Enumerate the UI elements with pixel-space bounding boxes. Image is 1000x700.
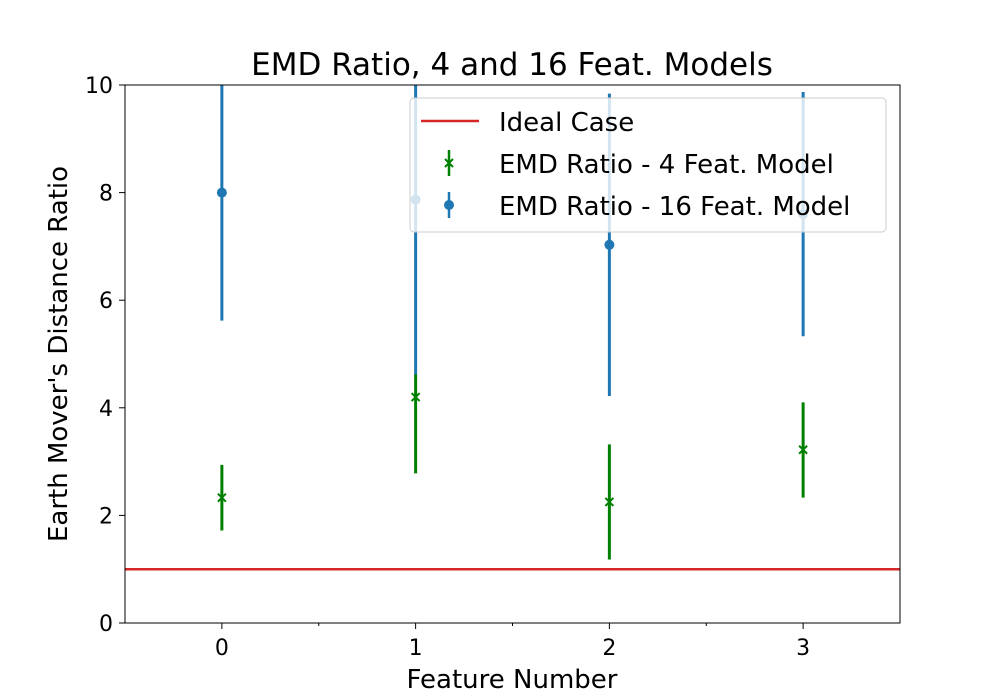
x-tick-label-2: 2 [602, 636, 616, 661]
point-16-feat-0 [216, 187, 227, 198]
y-tick-label-5: 10 [85, 74, 113, 99]
x-tick-label-3: 3 [796, 636, 810, 661]
legend-label-4-feat-model: EMD Ratio - 4 Feat. Model [499, 150, 834, 180]
point-4-feat-0 [217, 492, 227, 503]
point-4-feat-1 [410, 392, 421, 402]
point-4-feat-2 [604, 497, 615, 507]
x-tick-label-1: 1 [409, 636, 423, 661]
legend-box [409, 97, 887, 233]
legend: Ideal Case EMD Ratio - 4 Feat. Model EMD… [409, 97, 887, 233]
x-tick-label-0: 0 [215, 636, 229, 661]
point-16-feat-2 [604, 239, 615, 250]
y-tick-label-1: 2 [99, 504, 113, 529]
x-axis-label: Feature Number [407, 665, 618, 695]
chart-title: EMD Ratio, 4 and 16 Feat. Models [251, 47, 773, 83]
y-axis-label: Earth Mover's Distance Ratio [44, 166, 74, 542]
legend-swatch-4-feat-model [444, 150, 454, 176]
legend-label-16-feat-model: EMD Ratio - 16 Feat. Model [499, 192, 850, 222]
y-tick-label-3: 6 [99, 289, 113, 314]
y-tick-label-0: 0 [99, 612, 113, 637]
legend-swatch-16-feat-model [444, 192, 454, 218]
axes: 0 1 2 3 0 2 4 6 8 10 [85, 74, 901, 661]
point-4-feat-3 [798, 445, 808, 455]
y-tick-label-4: 8 [99, 182, 113, 207]
legend-label-ideal-case: Ideal Case [499, 108, 634, 138]
y-tick-label-2: 4 [99, 397, 113, 422]
